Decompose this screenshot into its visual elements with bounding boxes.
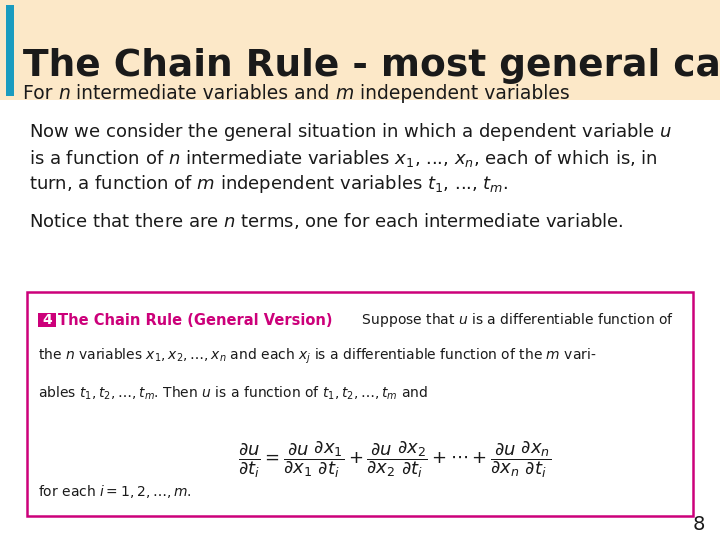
- Text: the $n$ variables $x_1, x_2, \ldots, x_n$ and each $x_j$ is a differentiable fun: the $n$ variables $x_1, x_2, \ldots, x_n…: [38, 347, 597, 366]
- Text: Notice that there are $n$ terms, one for each intermediate variable.: Notice that there are $n$ terms, one for…: [29, 211, 624, 232]
- Text: 8: 8: [692, 515, 705, 535]
- Bar: [6, 5, 14, 96]
- Text: Suppose that $u$ is a differentiable function of: Suppose that $u$ is a differentiable fun…: [353, 311, 674, 329]
- Text: intermediate variables and: intermediate variables and: [71, 84, 336, 103]
- Text: n: n: [58, 84, 71, 103]
- Text: turn, a function of $m$ independent variables $t_1$, ..., $t_m$.: turn, a function of $m$ independent vari…: [29, 173, 508, 195]
- Text: $\dfrac{\partial u}{\partial t_i} = \dfrac{\partial u}{\partial x_1}\dfrac{\part: $\dfrac{\partial u}{\partial t_i} = \dfr…: [238, 440, 551, 480]
- Text: is a function of $n$ intermediate variables $x_1$, ..., $x_n$, each of which is,: is a function of $n$ intermediate variab…: [29, 148, 657, 168]
- FancyBboxPatch shape: [27, 292, 693, 516]
- Bar: [0, 0, 720, 100]
- Text: independent variables: independent variables: [354, 84, 570, 103]
- Text: for each $i = 1, 2, \ldots, m.$: for each $i = 1, 2, \ldots, m.$: [38, 483, 192, 500]
- Bar: [0, 100, 720, 540]
- Text: For: For: [23, 84, 58, 103]
- Text: m: m: [336, 84, 354, 103]
- Text: 4: 4: [42, 313, 52, 327]
- FancyBboxPatch shape: [38, 313, 56, 327]
- Text: The Chain Rule - most general case:: The Chain Rule - most general case:: [23, 48, 720, 84]
- Text: The Chain Rule (General Version): The Chain Rule (General Version): [58, 313, 332, 327]
- Text: Now we consider the general situation in which a dependent variable $u$: Now we consider the general situation in…: [29, 122, 672, 143]
- Text: ables $t_1, t_2, \ldots, t_m$. Then $u$ is a function of $t_1, t_2, \ldots, t_m$: ables $t_1, t_2, \ldots, t_m$. Then $u$ …: [38, 384, 428, 402]
